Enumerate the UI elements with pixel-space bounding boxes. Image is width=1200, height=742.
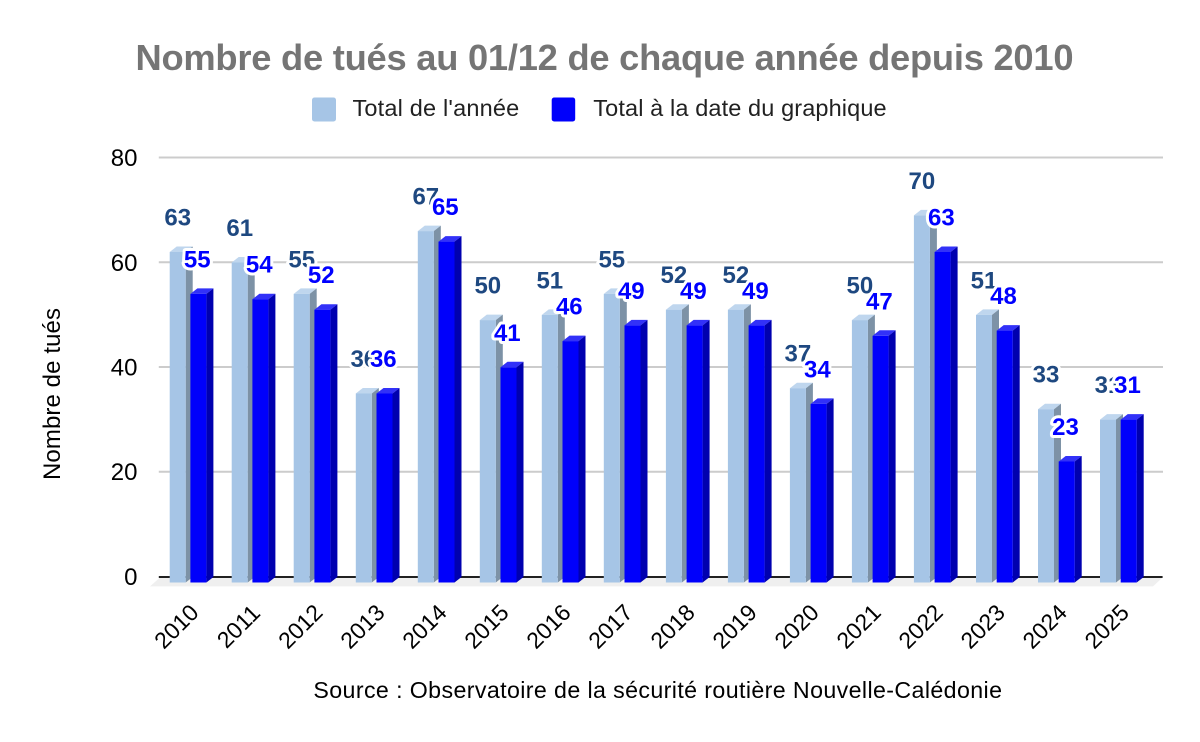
svg-text:37: 37 (785, 341, 812, 368)
svg-text:2016: 2016 (521, 599, 576, 654)
svg-text:48: 48 (990, 283, 1017, 310)
svg-text:Total de l'année: Total de l'année (353, 95, 520, 121)
svg-text:47: 47 (866, 288, 893, 315)
svg-text:Nombre de tués: Nombre de tués (39, 308, 66, 480)
svg-text:2011: 2011 (212, 600, 265, 653)
svg-text:55: 55 (598, 246, 625, 273)
svg-text:61: 61 (226, 215, 253, 242)
svg-text:20: 20 (111, 459, 138, 486)
svg-text:70: 70 (909, 168, 936, 195)
svg-text:54: 54 (246, 252, 273, 279)
svg-text:63: 63 (928, 205, 955, 232)
svg-text:49: 49 (618, 278, 645, 305)
svg-text:46: 46 (556, 294, 583, 321)
svg-text:23: 23 (1052, 414, 1079, 441)
svg-text:2013: 2013 (335, 599, 390, 654)
svg-text:36: 36 (350, 346, 377, 373)
svg-text:55: 55 (288, 246, 315, 273)
svg-text:Nombre de tués au 01/12 de cha: Nombre de tués au 01/12 de chaque année … (136, 37, 1074, 78)
svg-text:60: 60 (111, 250, 138, 277)
svg-text:40: 40 (111, 355, 138, 382)
svg-text:41: 41 (494, 320, 521, 347)
svg-text:52: 52 (661, 262, 688, 289)
svg-text:63: 63 (164, 205, 191, 232)
svg-text:2015: 2015 (459, 599, 514, 654)
svg-text:55: 55 (184, 246, 211, 273)
svg-text:52: 52 (308, 262, 335, 289)
svg-text:2025: 2025 (1079, 599, 1134, 654)
svg-text:2023: 2023 (955, 599, 1010, 654)
svg-text:52: 52 (723, 262, 750, 289)
svg-text:2018: 2018 (645, 599, 700, 654)
svg-text:33: 33 (1033, 362, 1060, 389)
svg-text:2012: 2012 (273, 599, 328, 654)
svg-text:2017: 2017 (583, 599, 638, 654)
svg-text:Total à la date du graphique: Total à la date du graphique (593, 95, 886, 121)
svg-text:49: 49 (680, 278, 707, 305)
svg-text:2022: 2022 (893, 599, 948, 654)
svg-text:67: 67 (412, 184, 439, 211)
svg-text:2020: 2020 (769, 599, 824, 654)
svg-text:50: 50 (847, 273, 874, 300)
svg-text:31: 31 (1095, 372, 1122, 399)
svg-text:2010: 2010 (149, 599, 204, 654)
svg-text:49: 49 (742, 278, 769, 305)
svg-text:65: 65 (432, 194, 459, 221)
svg-text:36: 36 (370, 346, 397, 373)
svg-text:51: 51 (971, 267, 998, 294)
svg-text:2019: 2019 (707, 599, 762, 654)
svg-text:0: 0 (124, 564, 137, 591)
svg-text:51: 51 (536, 267, 563, 294)
svg-text:2021: 2021 (831, 599, 886, 654)
svg-text:31: 31 (1114, 372, 1141, 399)
svg-text:34: 34 (804, 356, 831, 383)
svg-text:Source : Observatoire de la sé: Source : Observatoire de la sécurité rou… (313, 677, 1002, 703)
svg-text:80: 80 (111, 145, 138, 172)
svg-text:2024: 2024 (1017, 599, 1072, 654)
svg-text:50: 50 (474, 273, 501, 300)
svg-text:2014: 2014 (397, 599, 452, 654)
